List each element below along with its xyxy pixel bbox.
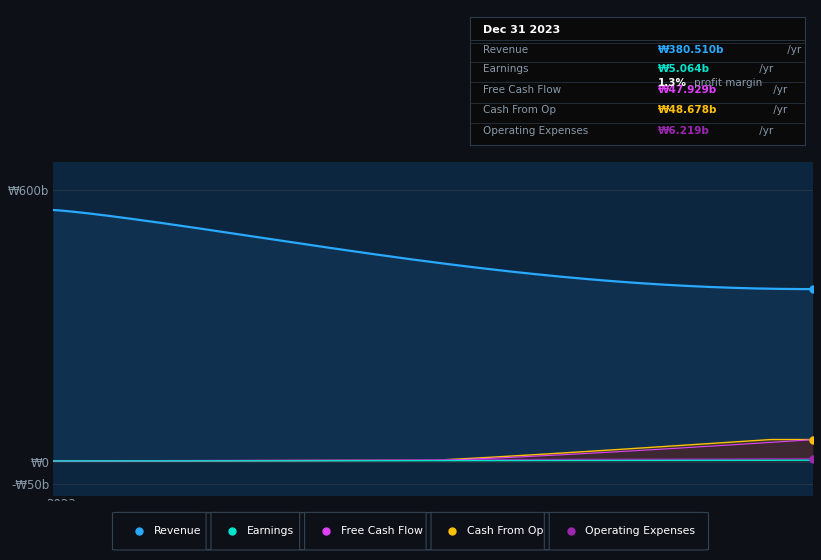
Text: /yr: /yr	[784, 45, 801, 55]
Text: Revenue: Revenue	[484, 45, 529, 55]
Text: Operating Expenses: Operating Expenses	[484, 126, 589, 136]
Text: Operating Expenses: Operating Expenses	[585, 526, 695, 535]
Text: ₩48.678b: ₩48.678b	[658, 105, 717, 115]
Text: ₩47.929b: ₩47.929b	[658, 85, 717, 95]
Text: /yr: /yr	[770, 105, 787, 115]
Text: Revenue: Revenue	[154, 526, 201, 535]
Text: Earnings: Earnings	[247, 526, 294, 535]
Text: Cash From Op: Cash From Op	[484, 105, 557, 115]
Text: ₩380.510b: ₩380.510b	[658, 45, 724, 55]
Text: /yr: /yr	[756, 64, 773, 74]
Text: /yr: /yr	[770, 85, 787, 95]
Text: profit margin: profit margin	[695, 78, 763, 88]
Text: Free Cash Flow: Free Cash Flow	[341, 526, 423, 535]
Text: /yr: /yr	[756, 126, 773, 136]
Text: ₩6.219b: ₩6.219b	[658, 126, 709, 136]
Text: Earnings: Earnings	[484, 64, 529, 74]
Text: Dec 31 2023: Dec 31 2023	[484, 25, 561, 35]
Text: Cash From Op: Cash From Op	[467, 526, 544, 535]
Text: Free Cash Flow: Free Cash Flow	[484, 85, 562, 95]
Text: 1.3%: 1.3%	[658, 78, 686, 88]
Text: ₩5.064b: ₩5.064b	[658, 64, 709, 74]
